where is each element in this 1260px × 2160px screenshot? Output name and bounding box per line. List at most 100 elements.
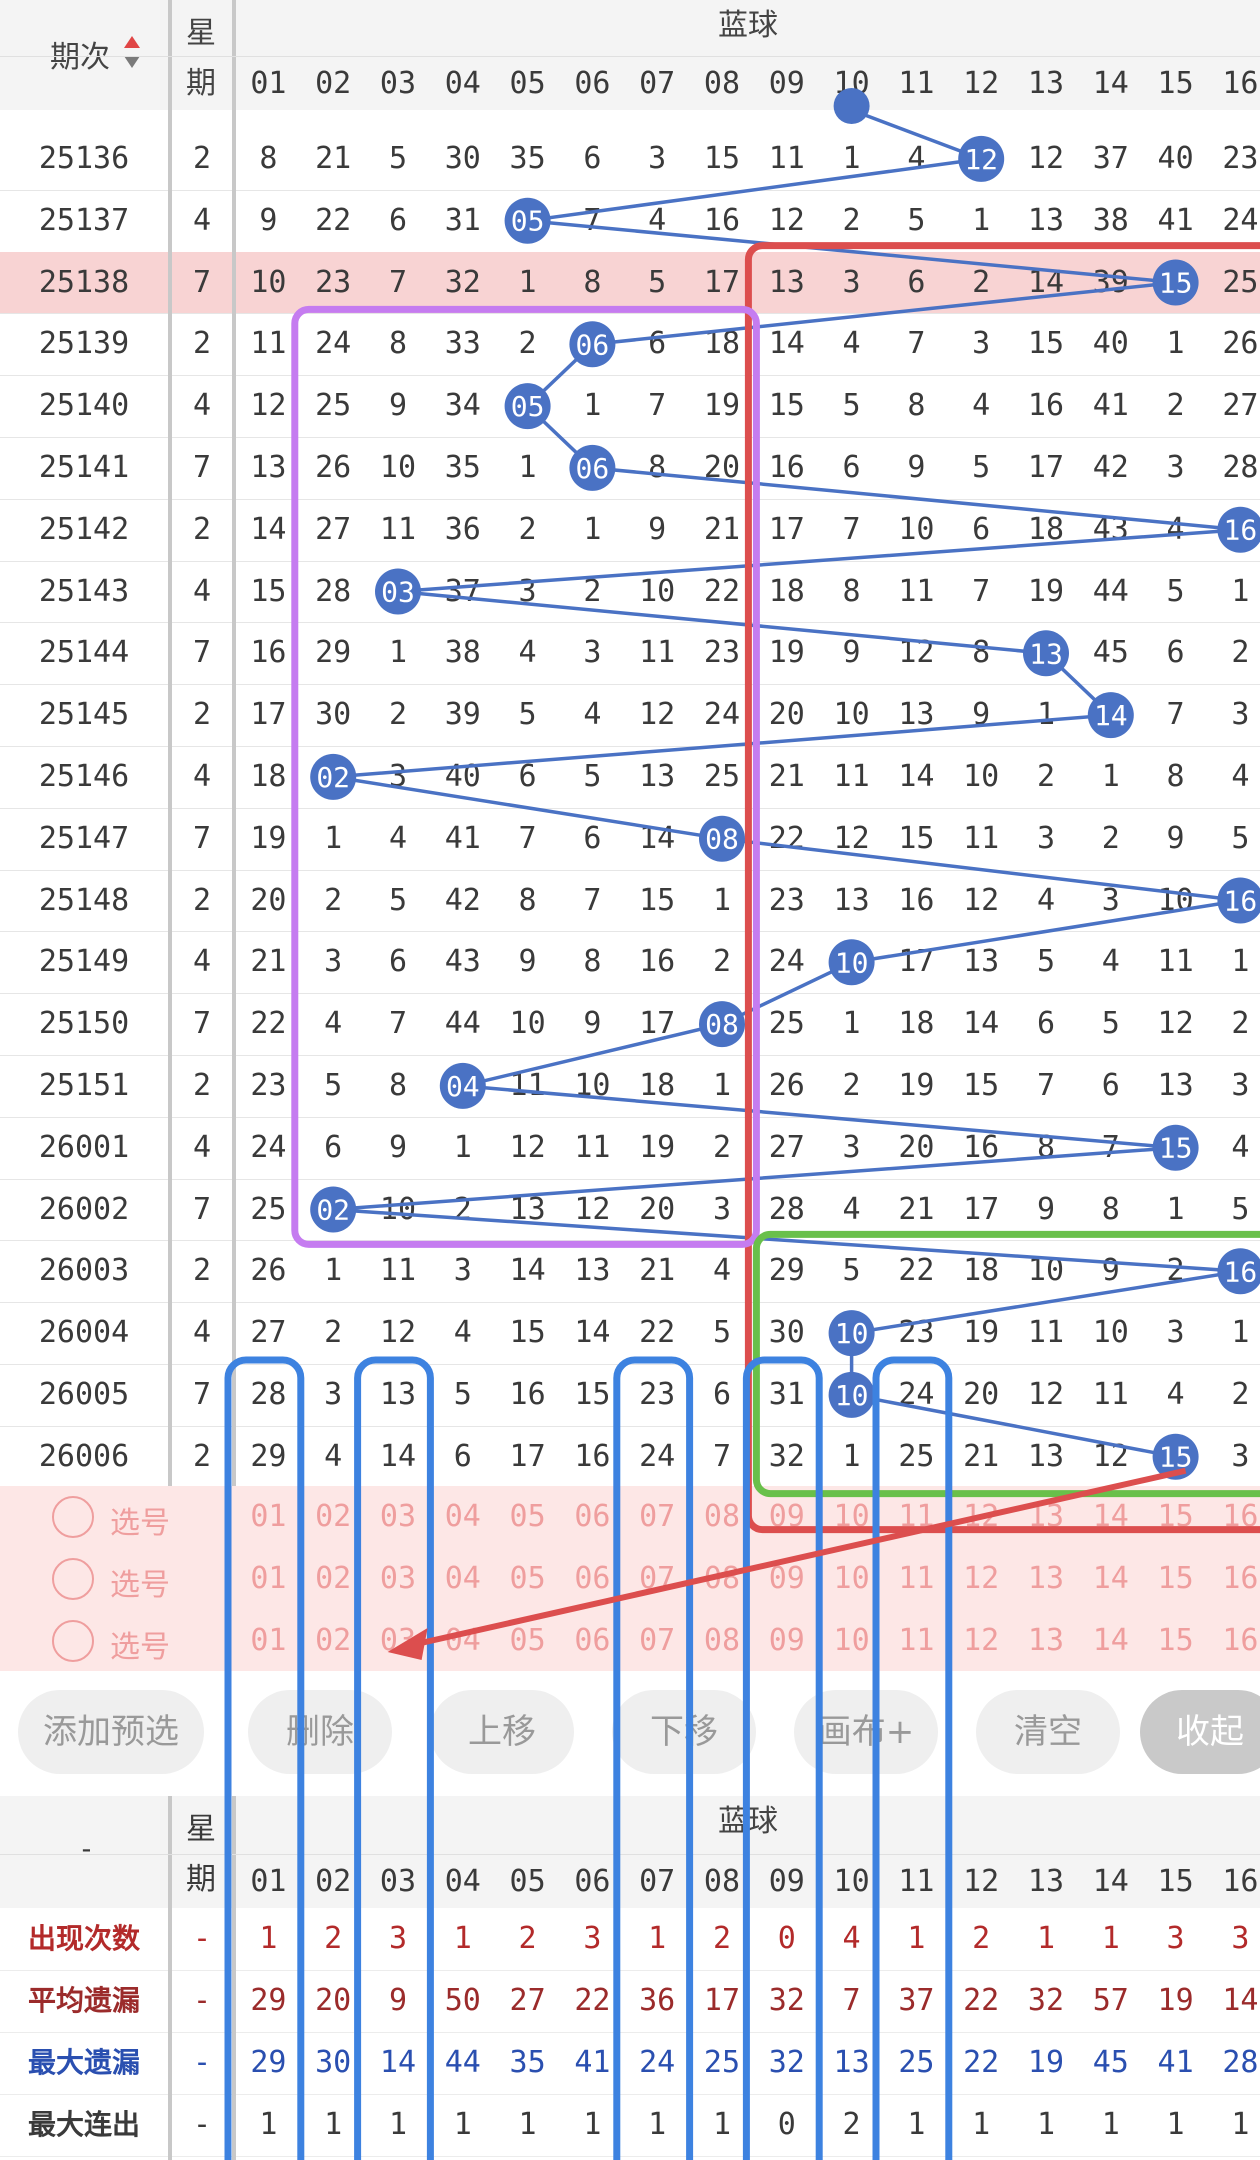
omission-cell: 10 [898,511,935,547]
select-number[interactable]: 16 [1222,1560,1259,1596]
select-number[interactable]: 15 [1157,1622,1194,1658]
stat-value: 22 [963,2045,1000,2080]
select-number[interactable]: 05 [509,1622,546,1658]
weekday-cell: 4 [192,202,212,238]
select-number[interactable]: 12 [963,1560,1000,1596]
stat-value: 3 [583,1921,602,1956]
select-number[interactable]: 02 [315,1622,352,1658]
select-number[interactable]: 01 [250,1560,287,1596]
select-number[interactable]: 14 [1092,1560,1129,1596]
omission-cell: 5 [648,264,667,300]
select-number[interactable]: 01 [250,1622,287,1658]
select-number[interactable]: 09 [768,1622,805,1658]
omission-cell: 13 [639,759,676,794]
select-number[interactable]: 10 [833,1622,870,1658]
omission-cell: 1 [712,882,732,918]
period-cell: 25151 [38,1068,130,1103]
stat-row: 最大遗漏 - 29 30 14 44 35 41 24 25 32 13 25 22 19 45 41 28 [0,2032,1260,2095]
omission-cell: 27 [250,1315,287,1351]
omission-cell: 18 [898,1006,935,1042]
number-header-02: 02 [315,66,352,101]
select-number[interactable]: 11 [898,1622,935,1658]
select-number[interactable]: 09 [768,1560,805,1596]
select-number[interactable]: 07 [639,1622,676,1658]
omission-cell: 8 [1166,759,1185,794]
omission-cell: 5 [1036,944,1056,980]
select-radio[interactable] [52,1496,94,1538]
footer-header: - 星 期 蓝球 01 02 03 04 05 06 07 08 09 10 11 12 13 14 15 1… [0,1796,1260,1908]
select-number[interactable]: 06 [574,1560,611,1596]
number-header-03: 03 [379,66,417,101]
omission-cell: 11 [379,511,417,547]
add-preselect-button[interactable]: 添加预选 [18,1690,204,1774]
collapse-button[interactable]: 收起 [1140,1690,1260,1774]
select-number[interactable]: 02 [315,1560,352,1596]
select-number[interactable]: 11 [898,1560,935,1596]
select-number[interactable]: 04 [444,1499,481,1534]
omission-cell: 11 [639,635,676,671]
period-cell: 26006 [38,1438,130,1474]
svg-text:08: 08 [705,823,739,856]
stat-value: 1 [259,2107,278,2142]
period-cell: 26001 [38,1129,130,1165]
omission-cell: 31 [444,202,481,238]
table-row: 25136282153035631511141212374023 [0,128,1260,191]
move-down-button[interactable]: 下移 [612,1690,756,1774]
select-number[interactable]: 06 [574,1499,611,1534]
select-number[interactable]: 02 [315,1499,352,1534]
omission-cell: 7 [972,573,991,609]
period-header[interactable]: 期次 [0,0,168,110]
omission-cell: 5 [907,202,926,238]
period-cell: 25144 [38,635,130,671]
select-number[interactable]: 05 [509,1560,546,1596]
omission-cell: 5 [388,882,408,918]
select-number[interactable]: 03 [379,1499,417,1534]
table-row: 2513921124833206618144731540126 [0,313,1260,377]
omission-cell: 25 [703,759,741,794]
select-number[interactable]: 01 [250,1499,287,1534]
select-radio[interactable] [52,1557,94,1600]
select-number[interactable]: 13 [1027,1560,1065,1596]
select-number[interactable]: 12 [963,1622,1000,1658]
svg-text:10: 10 [835,946,869,979]
select-number[interactable]: 10 [833,1560,870,1596]
stat-value: 32 [768,2045,805,2080]
select-number[interactable]: 08 [703,1622,741,1658]
select-number[interactable]: 16 [1222,1622,1259,1658]
select-number[interactable]: 08 [703,1499,741,1534]
omission-cell: 1 [518,450,537,485]
select-radio[interactable] [52,1619,94,1662]
select-number[interactable]: 06 [574,1622,611,1658]
period-cell: 26002 [38,1191,130,1227]
select-number[interactable]: 04 [444,1560,481,1596]
omission-cell: 4 [648,202,667,238]
trend-grid: 25136282153035631511141212374023 25 13 7 4 9 2… [0,110,1260,1489]
select-number[interactable]: 05 [509,1499,546,1534]
move-up-button[interactable]: 上移 [430,1690,574,1774]
number-header-01: 01 [250,66,287,101]
period-cell: 26005 [38,1377,130,1412]
omission-cell: 13 [768,264,805,300]
select-number[interactable]: 13 [1027,1622,1065,1658]
weekday-cell: 4 [192,759,212,794]
omission-cell: 6 [1166,635,1185,671]
weekday-cell: 4 [192,944,212,980]
period-label: 期次 [50,40,110,75]
omission-cell: 9 [842,635,861,671]
number-header-09: 09 [768,1864,805,1899]
footer-week-2: 期 [186,1862,216,1897]
stat-value: 2 [324,1921,343,1956]
omission-cell: 32 [444,264,481,300]
select-number[interactable]: 15 [1157,1560,1194,1596]
omission-cell: 40 [1157,141,1194,176]
hit-ball: 10 [828,939,875,986]
select-number[interactable]: 14 [1092,1622,1129,1658]
stat-value: 45 [1092,2045,1129,2080]
clear-button[interactable]: 清空 [976,1690,1120,1774]
svg-text:10: 10 [835,1379,869,1412]
sort-icon[interactable] [124,36,140,74]
stat-value: 1 [907,1921,926,1956]
omission-cell: 19 [963,1315,1000,1351]
select-number[interactable]: 07 [639,1499,676,1534]
select-number[interactable]: 03 [379,1560,417,1596]
